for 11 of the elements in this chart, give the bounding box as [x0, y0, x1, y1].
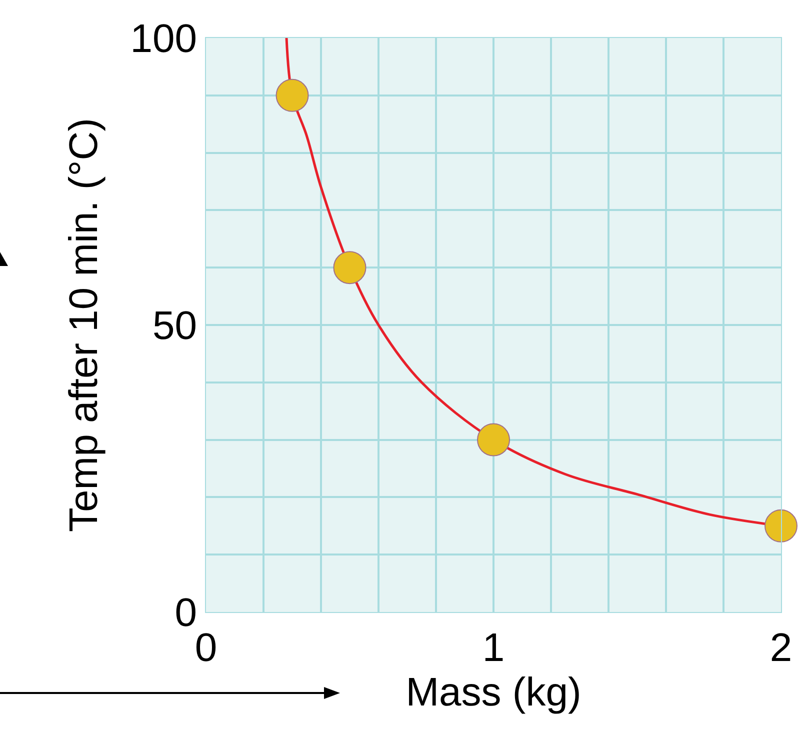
- y-tick-label: 100: [130, 17, 197, 61]
- y-axis-title: Temp after 10 min. (°C): [62, 118, 106, 532]
- point: [477, 423, 510, 456]
- x-tick-label: 1: [482, 626, 505, 670]
- point: [333, 251, 366, 284]
- y-tick-label: 0: [174, 591, 197, 635]
- point: [276, 78, 309, 112]
- point: [764, 509, 798, 542]
- y-tick-label: 50: [152, 304, 197, 348]
- x-axis-title: Mass (kg): [406, 670, 582, 714]
- x-tick-label: 2: [770, 626, 792, 670]
